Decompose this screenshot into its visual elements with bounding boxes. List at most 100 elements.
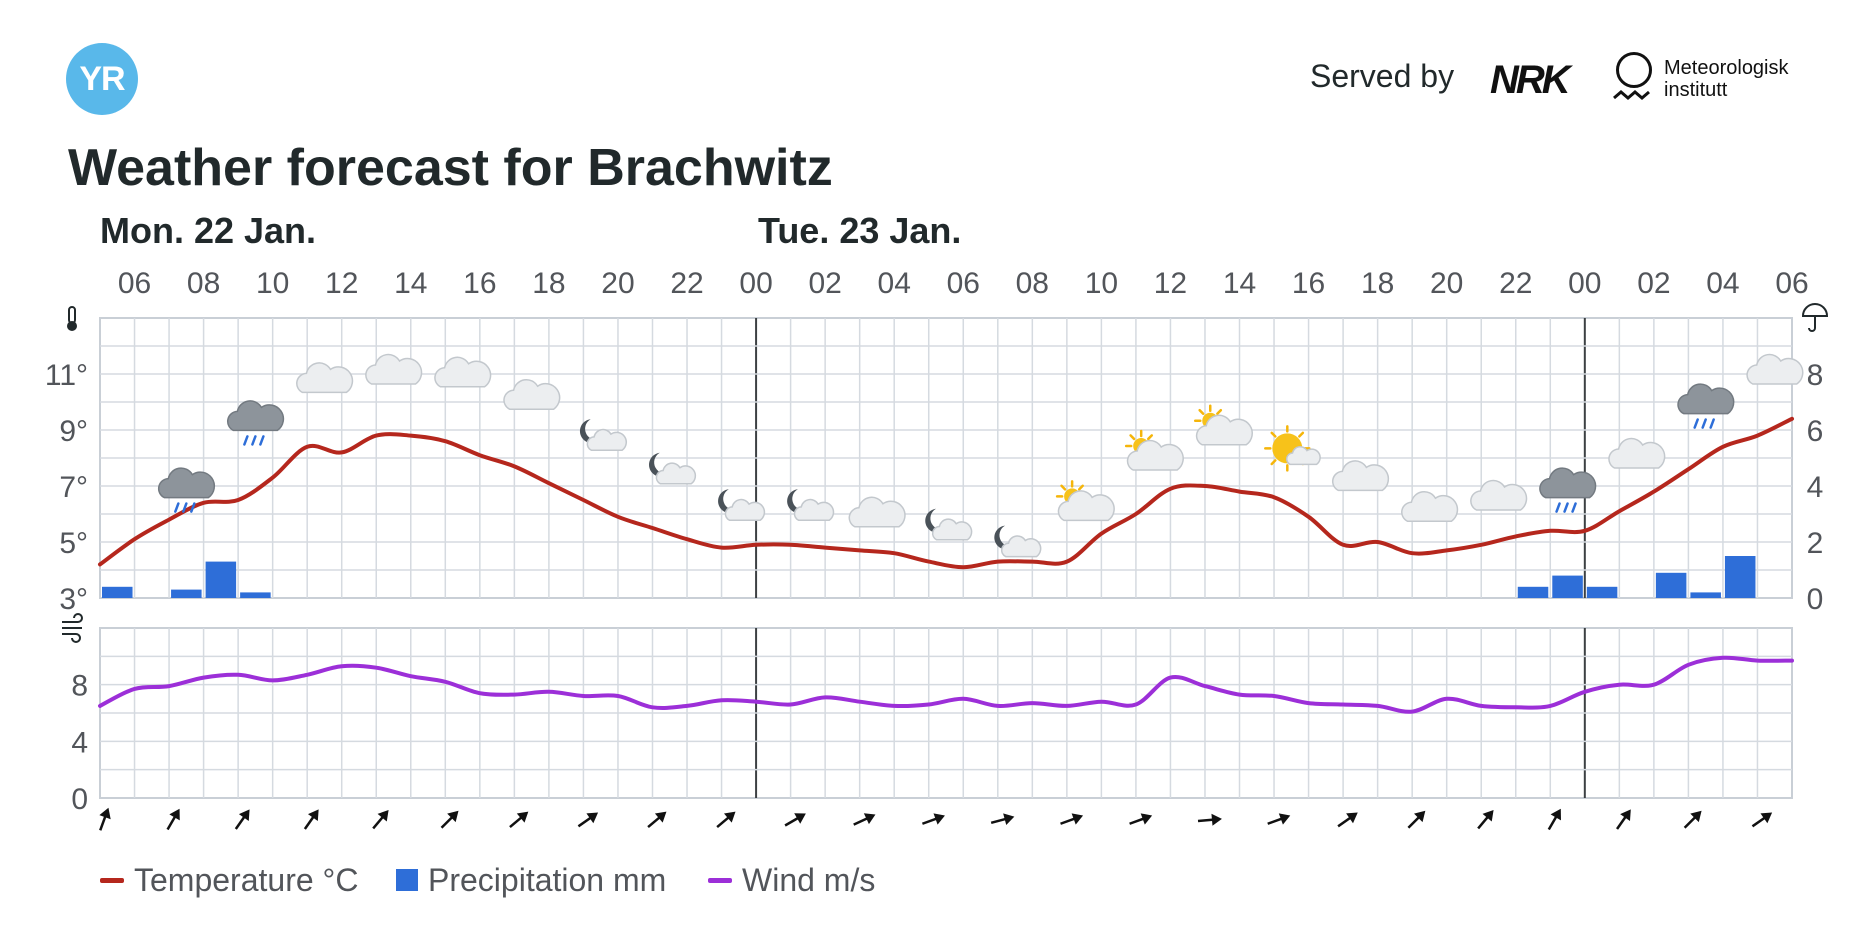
arrow-head xyxy=(1414,810,1426,823)
arrow-head xyxy=(654,811,667,823)
met-institute-logo[interactable]: Meteorologisk institutt xyxy=(1664,57,1789,101)
weather-symbols xyxy=(157,353,1804,558)
wind-direction-arrow xyxy=(1547,808,1561,831)
precipitation-y-tick: 2 xyxy=(1807,527,1824,560)
x-tick-label: 02 xyxy=(808,267,841,300)
wind-direction-arrow xyxy=(440,810,459,829)
arrow-head xyxy=(1760,812,1773,824)
cloud-shape xyxy=(1332,460,1390,492)
cloud-shape xyxy=(503,378,561,410)
sun-ray xyxy=(1060,484,1067,491)
temperature-y-tick: 11° xyxy=(45,359,88,392)
cloudy-icon xyxy=(1746,353,1804,385)
arrow-head xyxy=(794,813,806,824)
sun-ray xyxy=(1129,434,1136,441)
precipitation-y-tick: 4 xyxy=(1807,471,1824,504)
moon-shape xyxy=(649,452,671,477)
x-tick-label: 22 xyxy=(1499,267,1532,300)
fair-day-icon xyxy=(1264,425,1321,472)
rain-icon xyxy=(1677,383,1735,429)
thermometer-tube xyxy=(68,306,76,324)
wind-direction-arrow xyxy=(1060,813,1084,825)
raindrop xyxy=(1701,418,1707,429)
raindrop xyxy=(190,502,196,513)
thermometer-icon xyxy=(67,306,77,331)
precipitation-bar xyxy=(1517,586,1549,598)
x-tick-label: 16 xyxy=(1292,267,1325,300)
arrow-head xyxy=(1346,812,1358,824)
axis-icons xyxy=(62,303,1829,643)
precipitation-y-tick: 6 xyxy=(1807,415,1824,448)
raindrop xyxy=(243,435,249,446)
x-tick-label: 02 xyxy=(1637,267,1670,300)
wind-series xyxy=(98,655,1794,714)
raindrop xyxy=(182,502,188,513)
precipitation-bar xyxy=(205,561,237,598)
arrow-head xyxy=(1140,813,1153,825)
moon-shape xyxy=(718,489,740,514)
arrow-head xyxy=(238,809,250,821)
wind-direction-arrow xyxy=(577,812,599,828)
wind-direction-arrow xyxy=(1267,813,1291,825)
arrow-head xyxy=(1482,810,1494,822)
met-institute-logo-icon xyxy=(1616,52,1652,88)
served-by-label: Served by xyxy=(1310,58,1455,94)
x-tick-label: 14 xyxy=(394,267,427,300)
arrow-head xyxy=(307,809,319,821)
yr-logo[interactable]: YR xyxy=(66,43,138,115)
cloud-shape xyxy=(1746,353,1804,385)
sun-ray xyxy=(1147,434,1154,441)
arrow-head xyxy=(1071,813,1084,825)
cloud-shape xyxy=(1286,445,1321,466)
legend-wind[interactable]: Wind m/s xyxy=(708,862,875,898)
cloud-shape xyxy=(157,467,216,499)
umbrella-icon xyxy=(1801,303,1829,332)
precipitation-y-tick: 0 xyxy=(1807,583,1824,616)
met-logo-line-2: institutt xyxy=(1664,79,1728,101)
wind-direction-arrow xyxy=(1477,810,1494,830)
day-label-monday: Mon. 22 Jan. xyxy=(100,210,317,251)
temperature-y-tick: 5° xyxy=(59,527,88,560)
nrk-logo[interactable]: NRK xyxy=(1490,58,1571,102)
wind-direction-arrow xyxy=(1407,810,1426,829)
umbrella-canopy xyxy=(1801,303,1829,317)
wind-direction-arrow xyxy=(1751,812,1773,828)
cloud-shape xyxy=(227,400,285,432)
legend-temperature[interactable]: Temperature °C xyxy=(100,862,358,898)
cloud-shape xyxy=(1470,479,1528,511)
raindrop xyxy=(1555,502,1561,513)
arrow-head xyxy=(723,811,736,823)
cloudy-icon xyxy=(1470,479,1528,511)
arrow-head xyxy=(447,810,459,823)
arrow-head xyxy=(586,812,599,824)
sun-ray xyxy=(1298,431,1305,438)
cloud-shape xyxy=(1057,490,1115,522)
page-title: Weather forecast for Brachwitz xyxy=(68,139,833,197)
sun-ray xyxy=(1198,408,1205,415)
wind-direction-arrow xyxy=(921,813,945,825)
x-tick-label: 14 xyxy=(1223,267,1256,300)
wind-direction-arrow xyxy=(1197,813,1222,826)
met-wave-icon xyxy=(1613,90,1650,100)
arrow-head xyxy=(863,813,876,825)
wind-line xyxy=(98,655,1794,714)
legend-precipitation-label: Precipitation mm xyxy=(428,861,667,898)
x-tick-label: 04 xyxy=(878,267,911,300)
raindrop xyxy=(1709,418,1715,429)
yr-logo-text: YR xyxy=(79,60,125,98)
x-tick-label: 16 xyxy=(463,267,496,300)
raindrop xyxy=(259,435,265,446)
cloud-shape xyxy=(1401,490,1459,522)
x-tick-label: 00 xyxy=(739,267,772,300)
cloud-shape xyxy=(793,498,835,521)
wind-direction-arrow xyxy=(853,813,876,826)
cloud-shape xyxy=(296,362,354,394)
wind-direction-arrow xyxy=(784,813,806,827)
partly-cloudy-night-icon xyxy=(787,489,835,521)
arrow-head xyxy=(99,807,111,820)
wind-direction-arrow xyxy=(990,813,1015,826)
legend-precipitation[interactable]: Precipitation mm xyxy=(396,862,666,898)
moon-shape xyxy=(579,419,602,444)
